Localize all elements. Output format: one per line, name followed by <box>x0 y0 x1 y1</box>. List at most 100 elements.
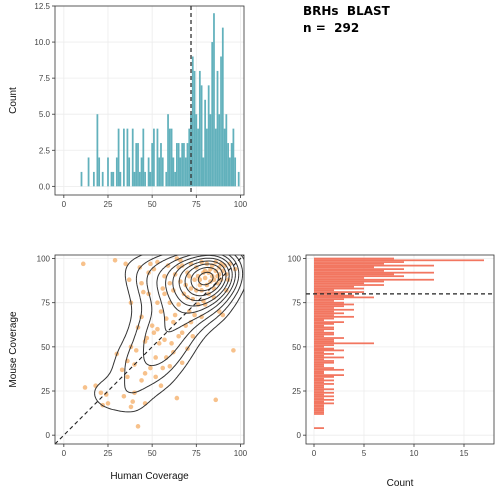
histogram-bar <box>314 312 344 315</box>
histogram-bar <box>314 361 334 364</box>
histogram-bar <box>181 143 184 187</box>
y-tick-label: 2.5 <box>39 146 51 155</box>
histogram-bar <box>314 397 324 399</box>
density-contours <box>94 255 244 413</box>
scatter-point <box>169 341 174 346</box>
histogram-bar <box>314 261 404 263</box>
scatter-point <box>155 326 160 332</box>
histogram-bar <box>218 114 221 187</box>
scatter-point <box>149 323 155 328</box>
y-tick-label: 0 <box>297 431 302 440</box>
histogram-bar <box>314 398 334 401</box>
histogram-bar <box>167 114 169 187</box>
scatter-point <box>158 383 164 389</box>
histogram-bar <box>179 157 182 187</box>
histogram-bar <box>314 314 334 316</box>
histogram-bar <box>123 128 125 187</box>
histogram-bar <box>314 368 344 371</box>
scatter-point <box>179 360 185 366</box>
y-axis-title: Count <box>8 87 19 114</box>
histogram-bar <box>98 157 101 187</box>
histogram-bar <box>195 114 198 187</box>
scatter-point <box>172 312 178 318</box>
histogram-bar <box>119 171 122 187</box>
histogram-bar <box>172 157 175 187</box>
y-tick-label: 50 <box>41 343 50 352</box>
histogram-bar <box>87 157 90 187</box>
histogram-bar <box>314 278 434 281</box>
scatter-point <box>119 367 125 373</box>
histogram-bar <box>174 171 176 187</box>
histogram-bar <box>314 407 324 410</box>
y-tick-label: 12.5 <box>34 2 50 11</box>
scatter-point <box>153 374 158 380</box>
histogram-bar <box>314 315 354 318</box>
x-tick-label: 0 <box>312 449 317 458</box>
x-tick-label: 15 <box>460 449 469 458</box>
histogram-bar <box>314 326 334 329</box>
histogram-bar <box>92 171 95 187</box>
y-axis-title: Mouse Coverage <box>8 311 19 388</box>
histogram-bar <box>314 383 334 385</box>
human-coverage-histogram-panel: 0 25 50 75 100 0.0 2.5 5.0 7.5 10.0 12.5 Count <box>8 2 248 209</box>
scatter-point <box>185 270 190 275</box>
histogram-bar <box>314 282 364 285</box>
scatter-point <box>148 261 153 267</box>
histogram-bar <box>314 365 324 368</box>
histogram-bar <box>314 264 434 267</box>
scatter-point <box>105 401 111 406</box>
histogram-bar <box>314 298 344 301</box>
histogram-bar <box>168 128 171 187</box>
histogram-bar <box>314 388 334 391</box>
histogram-bar <box>314 291 364 293</box>
histogram-bar <box>101 171 104 187</box>
histogram-bar <box>115 157 118 187</box>
x-tick-label: 5 <box>362 449 367 458</box>
x-axis-title: Count <box>387 478 414 489</box>
scatter-point <box>130 399 136 404</box>
scatter-point <box>176 302 181 307</box>
histogram-bar <box>314 275 404 278</box>
histogram-bar <box>314 363 324 366</box>
scatter-point <box>188 286 194 291</box>
histogram-bar <box>211 42 214 187</box>
scatter-point <box>160 286 166 291</box>
histogram-bar <box>314 289 334 292</box>
histogram-bar <box>227 143 229 187</box>
y-tick-label: 100 <box>288 255 302 264</box>
histogram-bar <box>147 157 150 187</box>
histogram-bar <box>314 372 324 375</box>
scatter-point <box>141 289 146 295</box>
coverage-scatter-panel: 0 25 50 75 100 0 25 50 75 100 Human Coverage Mouse … <box>8 255 248 482</box>
histogram-bar <box>197 128 199 187</box>
histogram-bar <box>314 321 344 324</box>
density-contour <box>94 255 244 413</box>
histogram-bar <box>314 284 384 286</box>
histogram-bar <box>160 143 162 187</box>
histogram-bar <box>126 128 129 187</box>
y-tick-label: 5.0 <box>39 110 51 119</box>
sample-size-label: n = 292 <box>303 21 360 35</box>
histogram-bar <box>214 128 217 187</box>
scatter-point <box>186 273 192 279</box>
histogram-bar <box>190 114 192 187</box>
scatter-point <box>133 348 139 353</box>
x-tick-label: 50 <box>148 200 157 209</box>
histogram-bar <box>314 384 324 387</box>
histogram-bar <box>237 171 240 187</box>
scatter-point <box>188 319 194 325</box>
histogram-bar <box>175 143 178 187</box>
density-contour <box>184 263 224 297</box>
histogram-bar <box>314 277 364 279</box>
histogram-bar <box>314 354 324 357</box>
histogram-bar <box>228 157 231 187</box>
histogram-bar <box>193 70 196 187</box>
histogram-bar <box>314 411 324 414</box>
scatter-point <box>215 280 220 286</box>
histogram-bar <box>204 99 207 187</box>
scatter-point <box>179 263 185 268</box>
scatter-point <box>176 333 181 339</box>
histogram-bar <box>209 114 212 187</box>
scatter-point <box>121 394 127 399</box>
histogram-bar <box>314 374 344 376</box>
